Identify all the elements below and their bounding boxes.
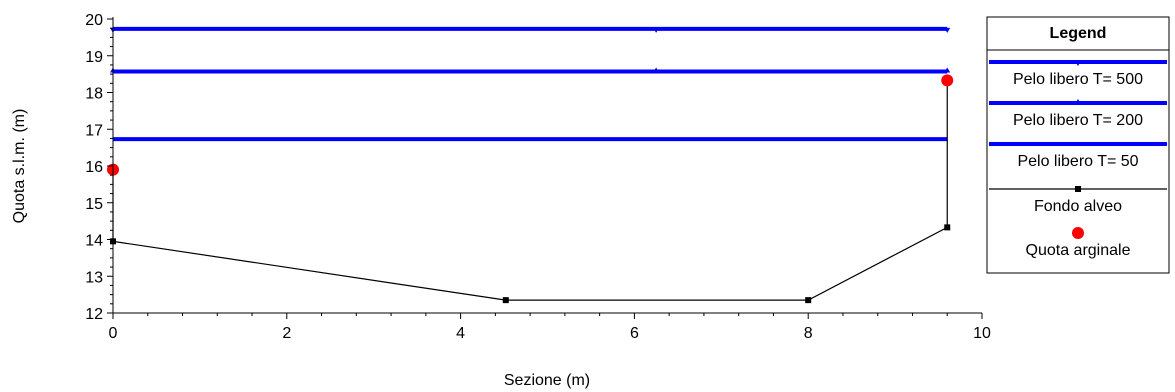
- legend-marker: [1075, 186, 1081, 192]
- x-tick-label: 6: [630, 325, 639, 342]
- series-point: [653, 27, 660, 33]
- y-tick-label: 17: [85, 122, 103, 139]
- series-line: [112, 80, 948, 301]
- y-tick-label: 12: [85, 306, 103, 323]
- legend-entry-3: Pelo libero T= 50: [989, 142, 1167, 170]
- series-4: [110, 77, 951, 304]
- series-1: [110, 26, 951, 33]
- y-tick-label: 15: [85, 196, 103, 213]
- x-tick-label: 10: [973, 325, 991, 342]
- legend-label: Fondo alveo: [1034, 198, 1122, 215]
- y-tick-label: 19: [85, 49, 103, 66]
- series-point: [944, 27, 951, 33]
- x-tick-label: 8: [804, 325, 813, 342]
- y-tick-label: 16: [85, 159, 103, 176]
- series-point: [944, 224, 951, 231]
- series-5: [107, 74, 954, 176]
- series-point: [944, 67, 951, 73]
- x-tick-label: 0: [109, 325, 118, 342]
- series-point: [502, 297, 509, 304]
- legend: Legend Pelo libero T= 500 Pelo libero T= 2…: [986, 16, 1170, 274]
- y-axis-title: Quota s.l.m. (m): [11, 109, 28, 224]
- legend-label: Pelo libero T= 200: [1013, 112, 1143, 129]
- y-tick-label: 20: [85, 12, 103, 29]
- y-tick-label: 13: [85, 269, 103, 286]
- legend-label: Pelo libero T= 50: [1017, 153, 1138, 170]
- axes: 12 13 14 15 16 17 18 19 20 0 2 4 6 8 10: [85, 12, 991, 342]
- x-axis-title: Sezione (m): [504, 372, 590, 389]
- series-point: [941, 74, 954, 87]
- legend-label: Pelo libero T= 500: [1013, 71, 1143, 88]
- series-2: [110, 67, 951, 74]
- legend-label: Quota arginale: [1026, 242, 1131, 259]
- legend-marker: [1072, 227, 1084, 239]
- legend-entry-5: Quota arginale: [1026, 227, 1131, 259]
- x-tick-label: 2: [282, 325, 291, 342]
- legend-entry-4: Fondo alveo: [989, 186, 1167, 215]
- series-point: [653, 67, 660, 73]
- y-tick-label: 18: [85, 86, 103, 103]
- legend-entry-1: Pelo libero T= 500: [989, 60, 1167, 88]
- legend-marker: [1075, 99, 1081, 104]
- x-tick-label: 4: [456, 325, 465, 342]
- legend-entry-2: Pelo libero T= 200: [989, 99, 1167, 129]
- plot-area: [107, 26, 954, 304]
- series-point: [805, 297, 812, 304]
- y-tick-label: 14: [85, 233, 103, 250]
- legend-marker: [1075, 61, 1081, 66]
- legend-title: Legend: [1050, 25, 1107, 42]
